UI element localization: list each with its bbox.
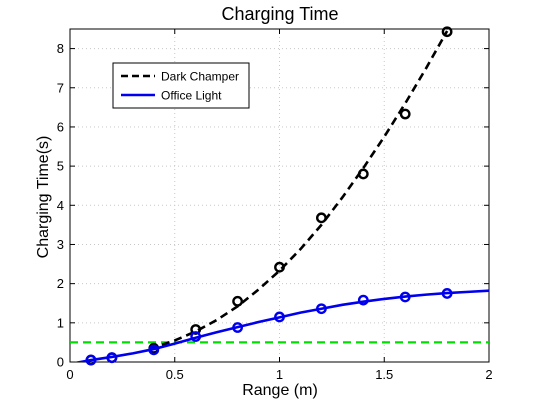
y-tick-label: 5 — [57, 159, 64, 174]
y-tick-label: 0 — [57, 355, 64, 370]
series-1-marker — [85, 354, 97, 366]
x-tick-label: 2 — [485, 367, 492, 382]
series-1-marker — [148, 344, 160, 356]
series-line-1 — [73, 289, 489, 362]
series-1-marker — [232, 322, 244, 333]
y-tick-label: 3 — [57, 237, 64, 252]
series-1-marker — [190, 331, 202, 342]
series-0-marker — [274, 261, 285, 273]
x-tick-label: 1.5 — [375, 367, 393, 382]
series-1-marker — [441, 288, 453, 299]
series-0-marker — [357, 168, 369, 180]
series-line-0 — [149, 30, 449, 351]
y-axis-label: Charging Time(s) — [35, 136, 52, 259]
series-0-marker — [441, 26, 453, 38]
y-tick-label: 4 — [57, 198, 64, 213]
series-1-marker — [399, 291, 411, 303]
series-1-marker — [357, 294, 369, 306]
legend-label-0: Dark Champer — [161, 70, 239, 84]
series-0-marker — [190, 324, 202, 335]
y-tick-label: 1 — [57, 315, 64, 330]
plot-area: 0 0.5 1 1.5 2 0 1 2 3 4 5 6 7 8 Dark Champer Office Lig… — [57, 26, 493, 382]
x-axis-label: Range (m) — [242, 382, 318, 399]
series-0-marker — [232, 295, 244, 307]
series-0-marker — [399, 108, 411, 120]
series-0-marker — [315, 212, 327, 224]
legend-label-1: Office Light — [161, 89, 222, 103]
x-tick-label: 0 — [66, 367, 73, 382]
y-tick-label: 6 — [57, 119, 64, 134]
y-tick-label: 7 — [57, 80, 64, 95]
y-tick-label: 8 — [57, 41, 64, 56]
y-tick-label: 2 — [57, 276, 64, 291]
x-tick-label: 1 — [276, 367, 283, 382]
x-tick-label: 0.5 — [166, 367, 184, 382]
chart-title: Charging Time — [221, 4, 338, 24]
legend-box — [112, 62, 250, 109]
series-1-marker — [106, 352, 118, 364]
series-1-marker — [274, 311, 285, 323]
series-1-marker — [315, 303, 327, 315]
